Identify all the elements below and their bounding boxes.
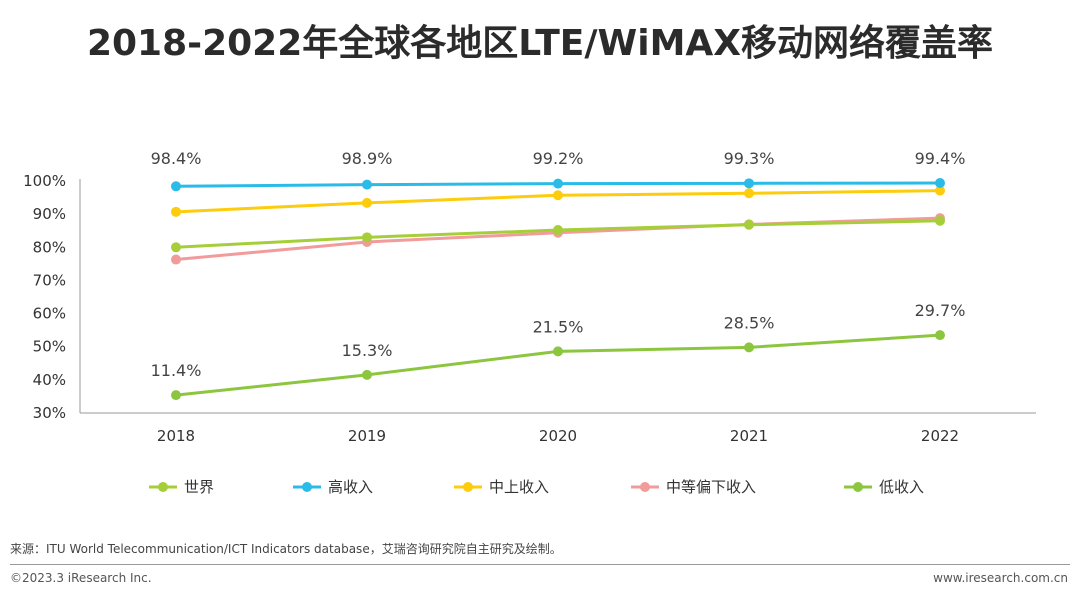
page-title: 2018-2022年全球各地区LTE/WiMAX移动网络覆盖率	[86, 23, 994, 64]
legend-label: 中等偏下收入	[666, 478, 757, 496]
y-tick-label: 100%	[23, 172, 66, 190]
legend-item: 低收入	[843, 476, 924, 497]
data-label: 11.4%	[151, 361, 202, 380]
y-tick-label: 50%	[33, 338, 66, 356]
x-tick-label: 2020	[539, 427, 577, 445]
footer-divider	[10, 564, 1070, 565]
y-tick-label: 80%	[33, 238, 66, 256]
series-line	[175, 333, 941, 397]
data-point	[935, 215, 945, 226]
data-point	[171, 181, 181, 192]
data-label: 21.5%	[533, 317, 584, 336]
x-tick-label: 2018	[157, 427, 195, 445]
data-point	[935, 185, 945, 196]
legend-label: 低收入	[879, 478, 925, 496]
data-point	[553, 346, 563, 357]
data-point	[171, 206, 181, 217]
data-point	[362, 197, 372, 208]
data-label: 99.3%	[724, 149, 775, 168]
legend-label: 中上收入	[489, 478, 550, 496]
data-point	[171, 242, 181, 253]
x-tick-label: 2021	[730, 427, 768, 445]
y-tick-label: 60%	[33, 305, 66, 323]
data-point	[362, 179, 372, 190]
x-tick-label: 2022	[921, 427, 959, 445]
data-label: 99.4%	[915, 149, 966, 168]
legend-item: 高收入	[292, 476, 373, 497]
data-point	[362, 232, 372, 243]
data-point	[553, 225, 563, 236]
legend-swatch	[454, 481, 482, 492]
data-point	[362, 369, 372, 380]
legend-label: 世界	[184, 478, 215, 496]
data-label: 99.2%	[533, 149, 584, 168]
line-chart: 30% 40% 50% 60% 70% 80% 90% 100% 2018 2019 2020 202…	[23, 149, 1036, 445]
y-tick-label: 40%	[33, 371, 66, 389]
data-label: 29.7%	[915, 301, 966, 320]
data-point	[171, 390, 181, 401]
x-tick-label: 2019	[348, 427, 386, 445]
legend-swatch	[293, 481, 321, 492]
data-label: 98.9%	[342, 149, 393, 168]
copyright-text: ©2023.3 iResearch Inc.	[10, 571, 152, 585]
legend-item: 中上收入	[453, 476, 549, 497]
data-point	[744, 178, 754, 189]
data-point	[744, 219, 754, 230]
legend-swatch	[149, 481, 177, 492]
y-tick-label: 70%	[33, 271, 66, 289]
data-label: 15.3%	[342, 341, 393, 360]
data-point	[744, 342, 754, 353]
data-point	[744, 188, 754, 199]
data-point	[553, 190, 563, 201]
legend-swatch	[844, 481, 872, 492]
legend-item: 中等偏下收入	[630, 476, 756, 497]
data-label: 98.4%	[151, 149, 202, 168]
data-point	[935, 330, 945, 341]
data-point	[935, 177, 945, 188]
data-point	[171, 254, 181, 265]
chart-legend: 世界 高收入 中上收入 中等偏下收入 低收入	[0, 476, 1080, 502]
legend-item: 世界	[148, 476, 214, 497]
y-tick-label: 90%	[33, 205, 66, 223]
data-point	[553, 178, 563, 189]
legend-label: 高收入	[328, 478, 374, 496]
data-label: 28.5%	[724, 313, 775, 332]
y-tick-label: 30%	[33, 404, 66, 422]
source-note: 来源：ITU World Telecommunication/ICT Indic…	[10, 542, 562, 556]
legend-swatch	[631, 481, 659, 492]
website-link[interactable]: www.iresearch.com.cn	[933, 571, 1068, 585]
